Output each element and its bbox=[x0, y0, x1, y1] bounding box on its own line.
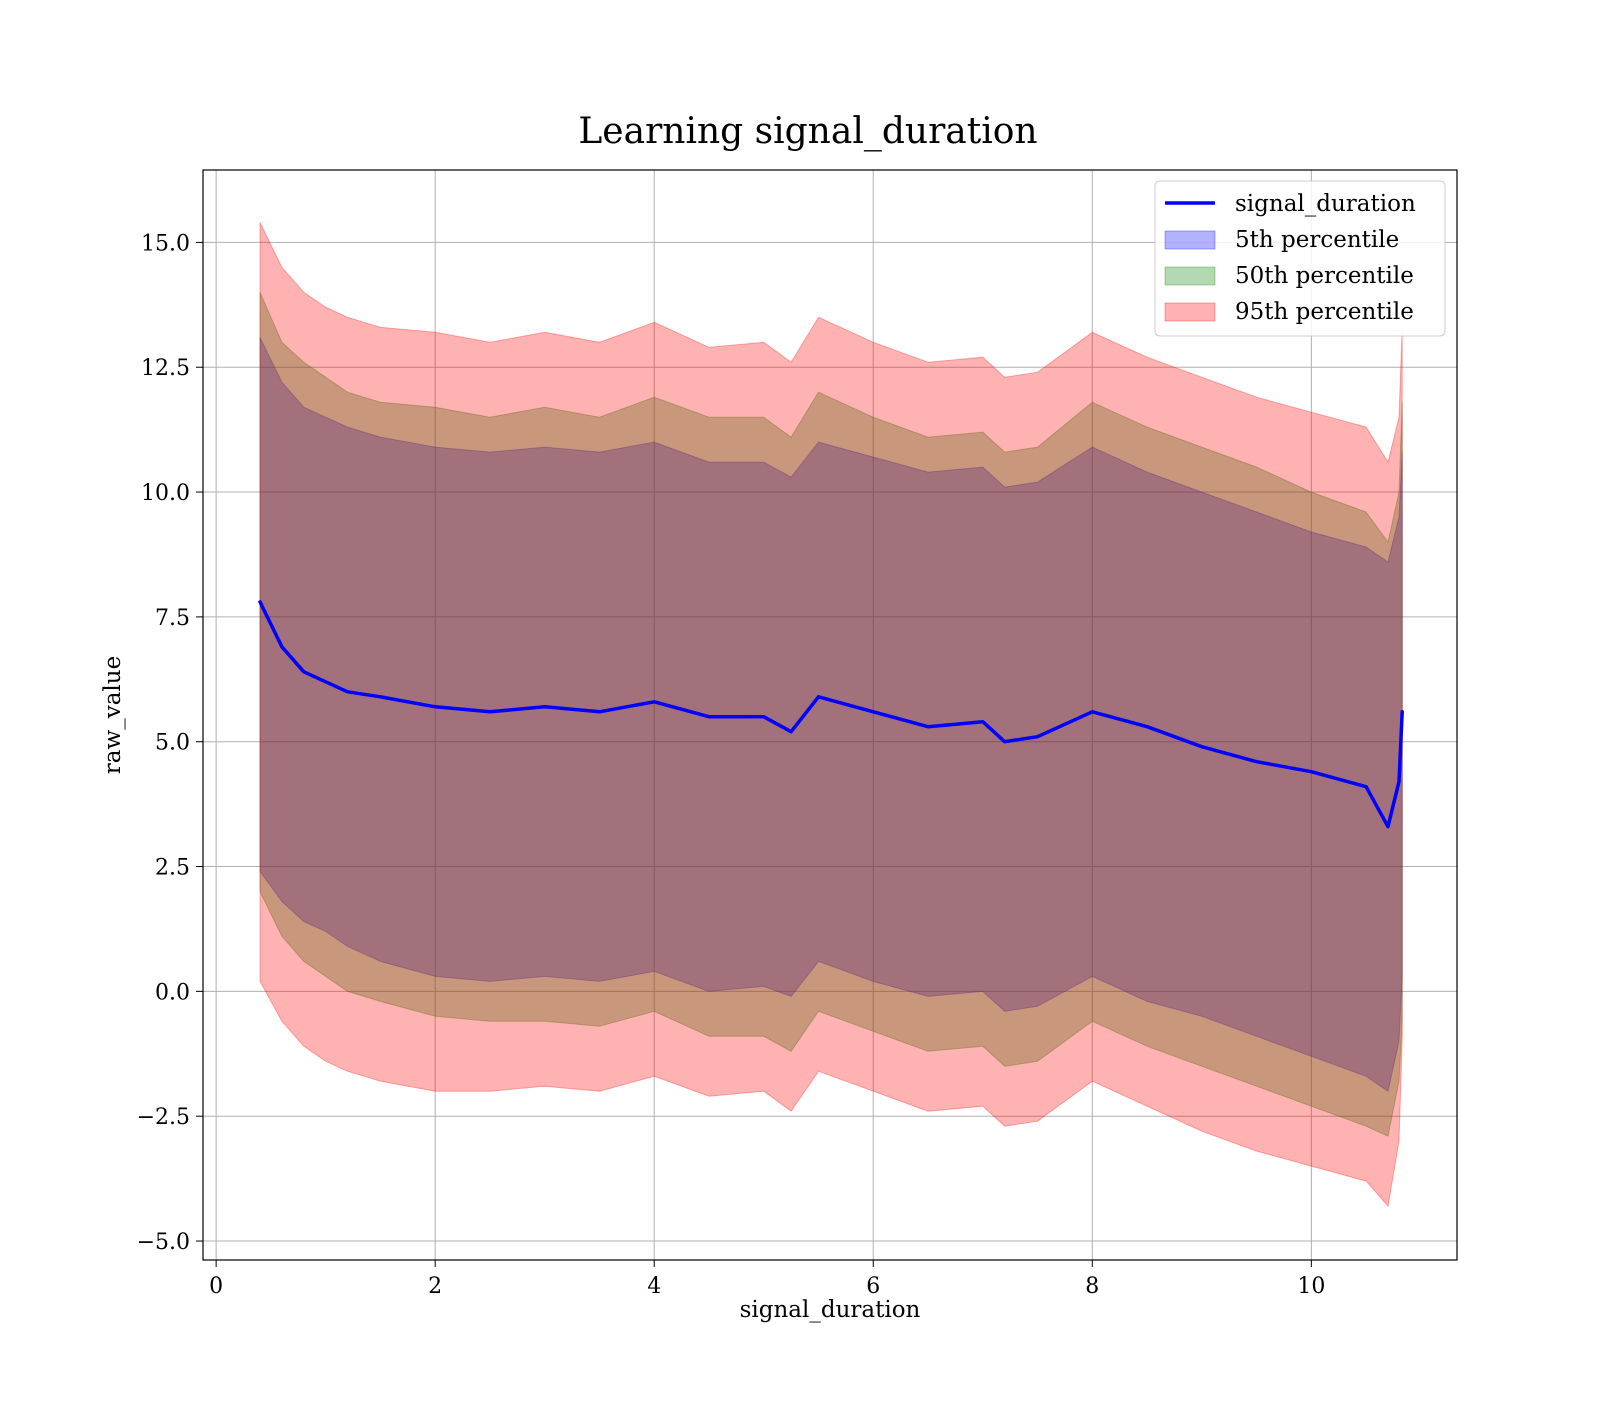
y-tick-label: 0.0 bbox=[155, 980, 190, 1005]
y-tick-label: −5.0 bbox=[137, 1230, 190, 1255]
x-axis-label: signal_duration bbox=[740, 1297, 921, 1323]
grid-lines bbox=[203, 170, 1457, 1260]
x-tick-label: 10 bbox=[1297, 1274, 1325, 1299]
axis-ticks: 0 2 4 6 8 10 −5.0 −2.5 0.0 2.5 5.0 7.5 10.0 12.5 15.0 bbox=[137, 231, 1326, 1299]
y-tick-label: 15.0 bbox=[141, 231, 190, 256]
legend-swatch-50th-percentile bbox=[1164, 266, 1216, 286]
band-95th-percentile bbox=[259, 222, 1403, 1208]
percentile-bands bbox=[259, 222, 1403, 1208]
band-50th-percentile bbox=[259, 292, 1403, 1137]
legend-label-95th-percentile: 95th percentile bbox=[1235, 299, 1414, 325]
chart-title: Learning signal_duration bbox=[578, 111, 1037, 152]
legend-box bbox=[1154, 180, 1446, 337]
y-tick-label: −2.5 bbox=[137, 1105, 190, 1130]
legend-label-signal-duration: signal_duration bbox=[1235, 191, 1416, 217]
y-axis-label: raw_value bbox=[100, 656, 126, 774]
legend-label-50th-percentile: 50th percentile bbox=[1235, 263, 1414, 289]
y-tick-label: 10.0 bbox=[141, 481, 190, 506]
legend: signal_duration 5th percentile 50th perc… bbox=[1154, 180, 1446, 337]
x-tick-label: 6 bbox=[866, 1274, 880, 1299]
line-signal-duration bbox=[258, 600, 1404, 829]
y-tick-label: 5.0 bbox=[155, 731, 190, 756]
series-lines bbox=[258, 600, 1404, 829]
legend-swatch-5th-percentile bbox=[1164, 230, 1216, 250]
x-tick-label: 8 bbox=[1085, 1274, 1099, 1299]
band-5th-percentile bbox=[259, 337, 1403, 1093]
plot-frame bbox=[202, 169, 1458, 1261]
y-tick-label: 12.5 bbox=[141, 356, 190, 381]
x-tick-label: 4 bbox=[647, 1274, 661, 1299]
x-tick-label: 0 bbox=[209, 1274, 223, 1299]
x-tick-label: 2 bbox=[428, 1274, 442, 1299]
y-tick-label: 7.5 bbox=[155, 606, 190, 631]
legend-swatch-95th-percentile bbox=[1164, 302, 1216, 322]
legend-label-5th-percentile: 5th percentile bbox=[1235, 227, 1399, 253]
y-tick-label: 2.5 bbox=[155, 856, 190, 881]
